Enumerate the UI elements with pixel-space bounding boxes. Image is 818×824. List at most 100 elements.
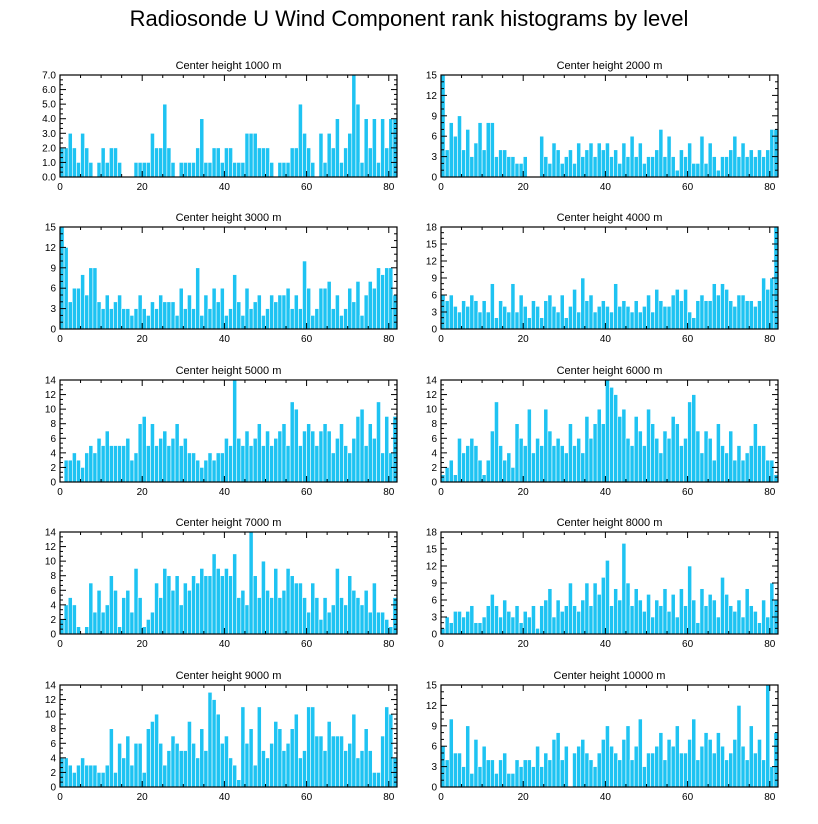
histogram-bar xyxy=(269,445,275,483)
histogram-bar xyxy=(576,142,582,178)
histogram-bar xyxy=(473,300,479,330)
plot-frame xyxy=(59,379,398,483)
histogram-bar xyxy=(629,759,635,788)
histogram-bar xyxy=(302,132,307,178)
histogram-bar xyxy=(261,445,266,483)
histogram-bar xyxy=(650,423,656,483)
histogram-bar xyxy=(277,162,283,178)
histogram-bar xyxy=(146,315,151,330)
histogram-bar xyxy=(728,752,734,788)
histogram-bar xyxy=(191,575,196,635)
histogram-bar xyxy=(392,294,398,330)
histogram-bar xyxy=(298,308,303,330)
histogram-bar xyxy=(150,721,155,788)
histogram-bar xyxy=(510,283,516,330)
histogram-bar xyxy=(117,742,122,788)
histogram-bar xyxy=(674,616,680,635)
histogram-bar xyxy=(133,452,139,483)
y-tick-label: 9 xyxy=(431,111,437,122)
histogram-bar xyxy=(104,162,110,178)
histogram-bar xyxy=(170,735,176,788)
histogram-bar xyxy=(555,732,561,788)
histogram-bar xyxy=(724,289,729,330)
histogram-bar xyxy=(498,300,503,330)
histogram-bar xyxy=(679,149,684,178)
histogram-bar xyxy=(129,459,135,483)
chart-panel-10: Center height 10000 m 0 20 40 60 80 0 3 6 9 12 15 xyxy=(426,670,779,803)
histogram-bar xyxy=(716,616,721,635)
histogram-bar xyxy=(728,300,734,330)
y-tick-label: 7.0 xyxy=(42,71,56,82)
histogram-bar xyxy=(281,423,287,483)
histogram-bar xyxy=(666,437,672,483)
histogram-bar xyxy=(498,149,503,178)
histogram-bar xyxy=(158,597,164,635)
histogram-bar xyxy=(187,589,192,635)
histogram-bar xyxy=(306,706,311,788)
y-tick-label: 15 xyxy=(426,240,438,251)
histogram-bar xyxy=(687,142,693,178)
x-tick-label: 80 xyxy=(764,182,776,193)
histogram-bar xyxy=(674,289,680,330)
histogram-bar xyxy=(380,452,385,483)
histogram-bar xyxy=(273,437,279,483)
histogram-bar xyxy=(744,759,750,788)
histogram-bar xyxy=(59,226,65,330)
histogram-bar xyxy=(691,394,697,483)
histogram-bar xyxy=(613,752,619,788)
histogram-bar xyxy=(314,597,320,635)
histogram-bar xyxy=(162,568,168,635)
histogram-bar xyxy=(757,739,762,788)
histogram-bar xyxy=(506,773,512,788)
histogram-bar xyxy=(765,616,771,635)
histogram-bar xyxy=(728,605,734,635)
x-tick-label: 40 xyxy=(600,182,612,193)
histogram-bar xyxy=(187,294,192,330)
histogram-bar xyxy=(261,560,266,635)
histogram-bar xyxy=(195,267,201,330)
histogram-bar xyxy=(289,575,295,635)
x-tick-label: 20 xyxy=(137,639,149,650)
histogram-bar xyxy=(224,147,229,178)
histogram-bar xyxy=(240,162,246,178)
histogram-bar xyxy=(625,725,631,788)
histogram-bar xyxy=(256,597,262,635)
histogram-bar xyxy=(629,605,635,635)
histogram-bar xyxy=(232,162,238,178)
histogram-bar xyxy=(679,588,684,635)
histogram-bar xyxy=(444,467,450,483)
histogram-bar xyxy=(596,594,602,635)
histogram-bar xyxy=(67,764,73,788)
x-tick-label: 80 xyxy=(383,487,395,498)
histogram-bar xyxy=(76,764,81,788)
histogram-bar xyxy=(113,301,118,330)
histogram-bar xyxy=(666,135,672,178)
histogram-bar xyxy=(514,311,520,330)
histogram-bar xyxy=(654,149,660,178)
histogram-bar xyxy=(100,611,106,635)
y-tick-label: 8 xyxy=(50,419,56,430)
histogram-bar xyxy=(384,619,390,635)
histogram-bar xyxy=(388,713,394,788)
histogram-bar xyxy=(141,772,147,788)
histogram-bar xyxy=(277,430,283,483)
histogram-bar xyxy=(339,597,344,635)
histogram-bar xyxy=(314,735,320,788)
histogram-bar xyxy=(584,582,590,635)
histogram-bar xyxy=(330,147,336,178)
histogram-bar xyxy=(465,306,471,330)
histogram-bar xyxy=(596,142,602,178)
histogram-bar xyxy=(559,611,565,635)
histogram-bar xyxy=(219,162,225,178)
histogram-bar xyxy=(199,728,205,788)
histogram-bar xyxy=(481,616,487,635)
histogram-bar xyxy=(141,162,147,178)
x-tick-label: 60 xyxy=(682,182,694,193)
histogram-bar xyxy=(535,306,540,330)
histogram-bar xyxy=(625,437,631,483)
histogram-bar xyxy=(162,430,168,483)
histogram-bar xyxy=(187,452,192,483)
y-tick-label: 12 xyxy=(45,243,57,254)
histogram-bar xyxy=(215,452,221,483)
x-tick-label: 60 xyxy=(301,487,313,498)
